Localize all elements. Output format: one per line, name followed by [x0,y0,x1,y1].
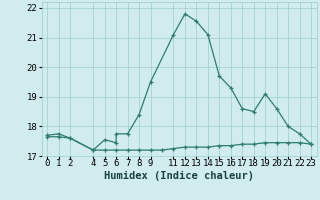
X-axis label: Humidex (Indice chaleur): Humidex (Indice chaleur) [104,171,254,181]
